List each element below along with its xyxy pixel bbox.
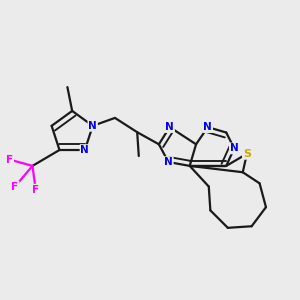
Text: N: N <box>165 122 174 132</box>
Text: N: N <box>230 143 239 153</box>
Text: F: F <box>6 154 13 164</box>
Text: F: F <box>11 182 19 191</box>
Text: N: N <box>164 157 173 167</box>
Text: N: N <box>203 122 212 132</box>
Text: N: N <box>80 145 89 155</box>
Text: N: N <box>88 121 97 131</box>
Text: S: S <box>243 149 251 159</box>
Text: F: F <box>32 185 39 195</box>
